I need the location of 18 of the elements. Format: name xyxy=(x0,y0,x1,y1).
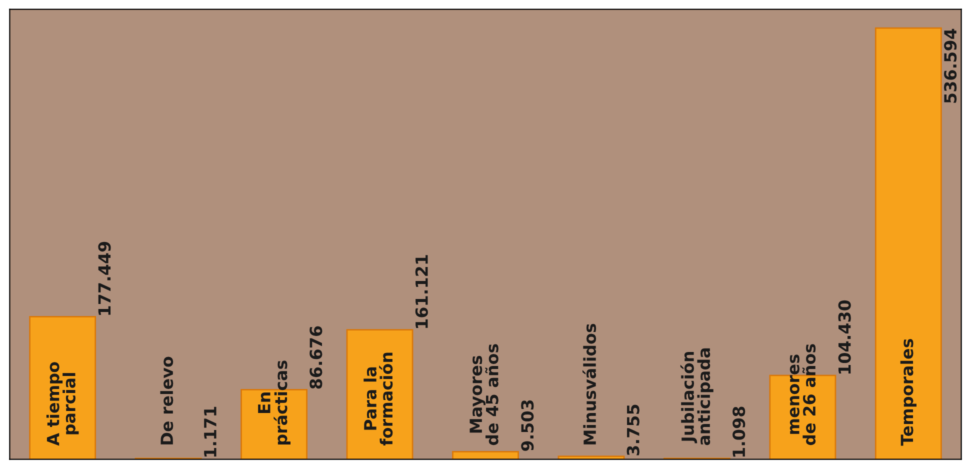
x-tick-label: Para la formación xyxy=(364,352,393,446)
data-label: 9.503 xyxy=(521,400,534,451)
data-label: 86.676 xyxy=(310,326,322,389)
data-label: 536.594 xyxy=(944,28,957,103)
x-tick-label: De relevo xyxy=(160,356,174,444)
x-tick-label: Minusválidos xyxy=(582,324,596,444)
data-label: 1.171 xyxy=(204,406,216,457)
x-tick-label: menores de 26 años xyxy=(790,344,816,446)
data-label: 3.755 xyxy=(626,404,640,456)
data-label: 161.121 xyxy=(415,255,428,328)
x-tick-label: Jubilación anticipada xyxy=(680,348,714,446)
x-tick-label: Mayores de 45 años xyxy=(470,344,498,446)
x-tick-label: A tiempo parcial xyxy=(46,362,79,446)
data-label: 177.449 xyxy=(98,242,111,315)
x-tick-label: Temporales xyxy=(900,339,916,446)
data-label: 1.098 xyxy=(732,406,746,457)
x-tick-label: En prácticas xyxy=(258,360,290,444)
data-label: 104.430 xyxy=(838,300,851,374)
